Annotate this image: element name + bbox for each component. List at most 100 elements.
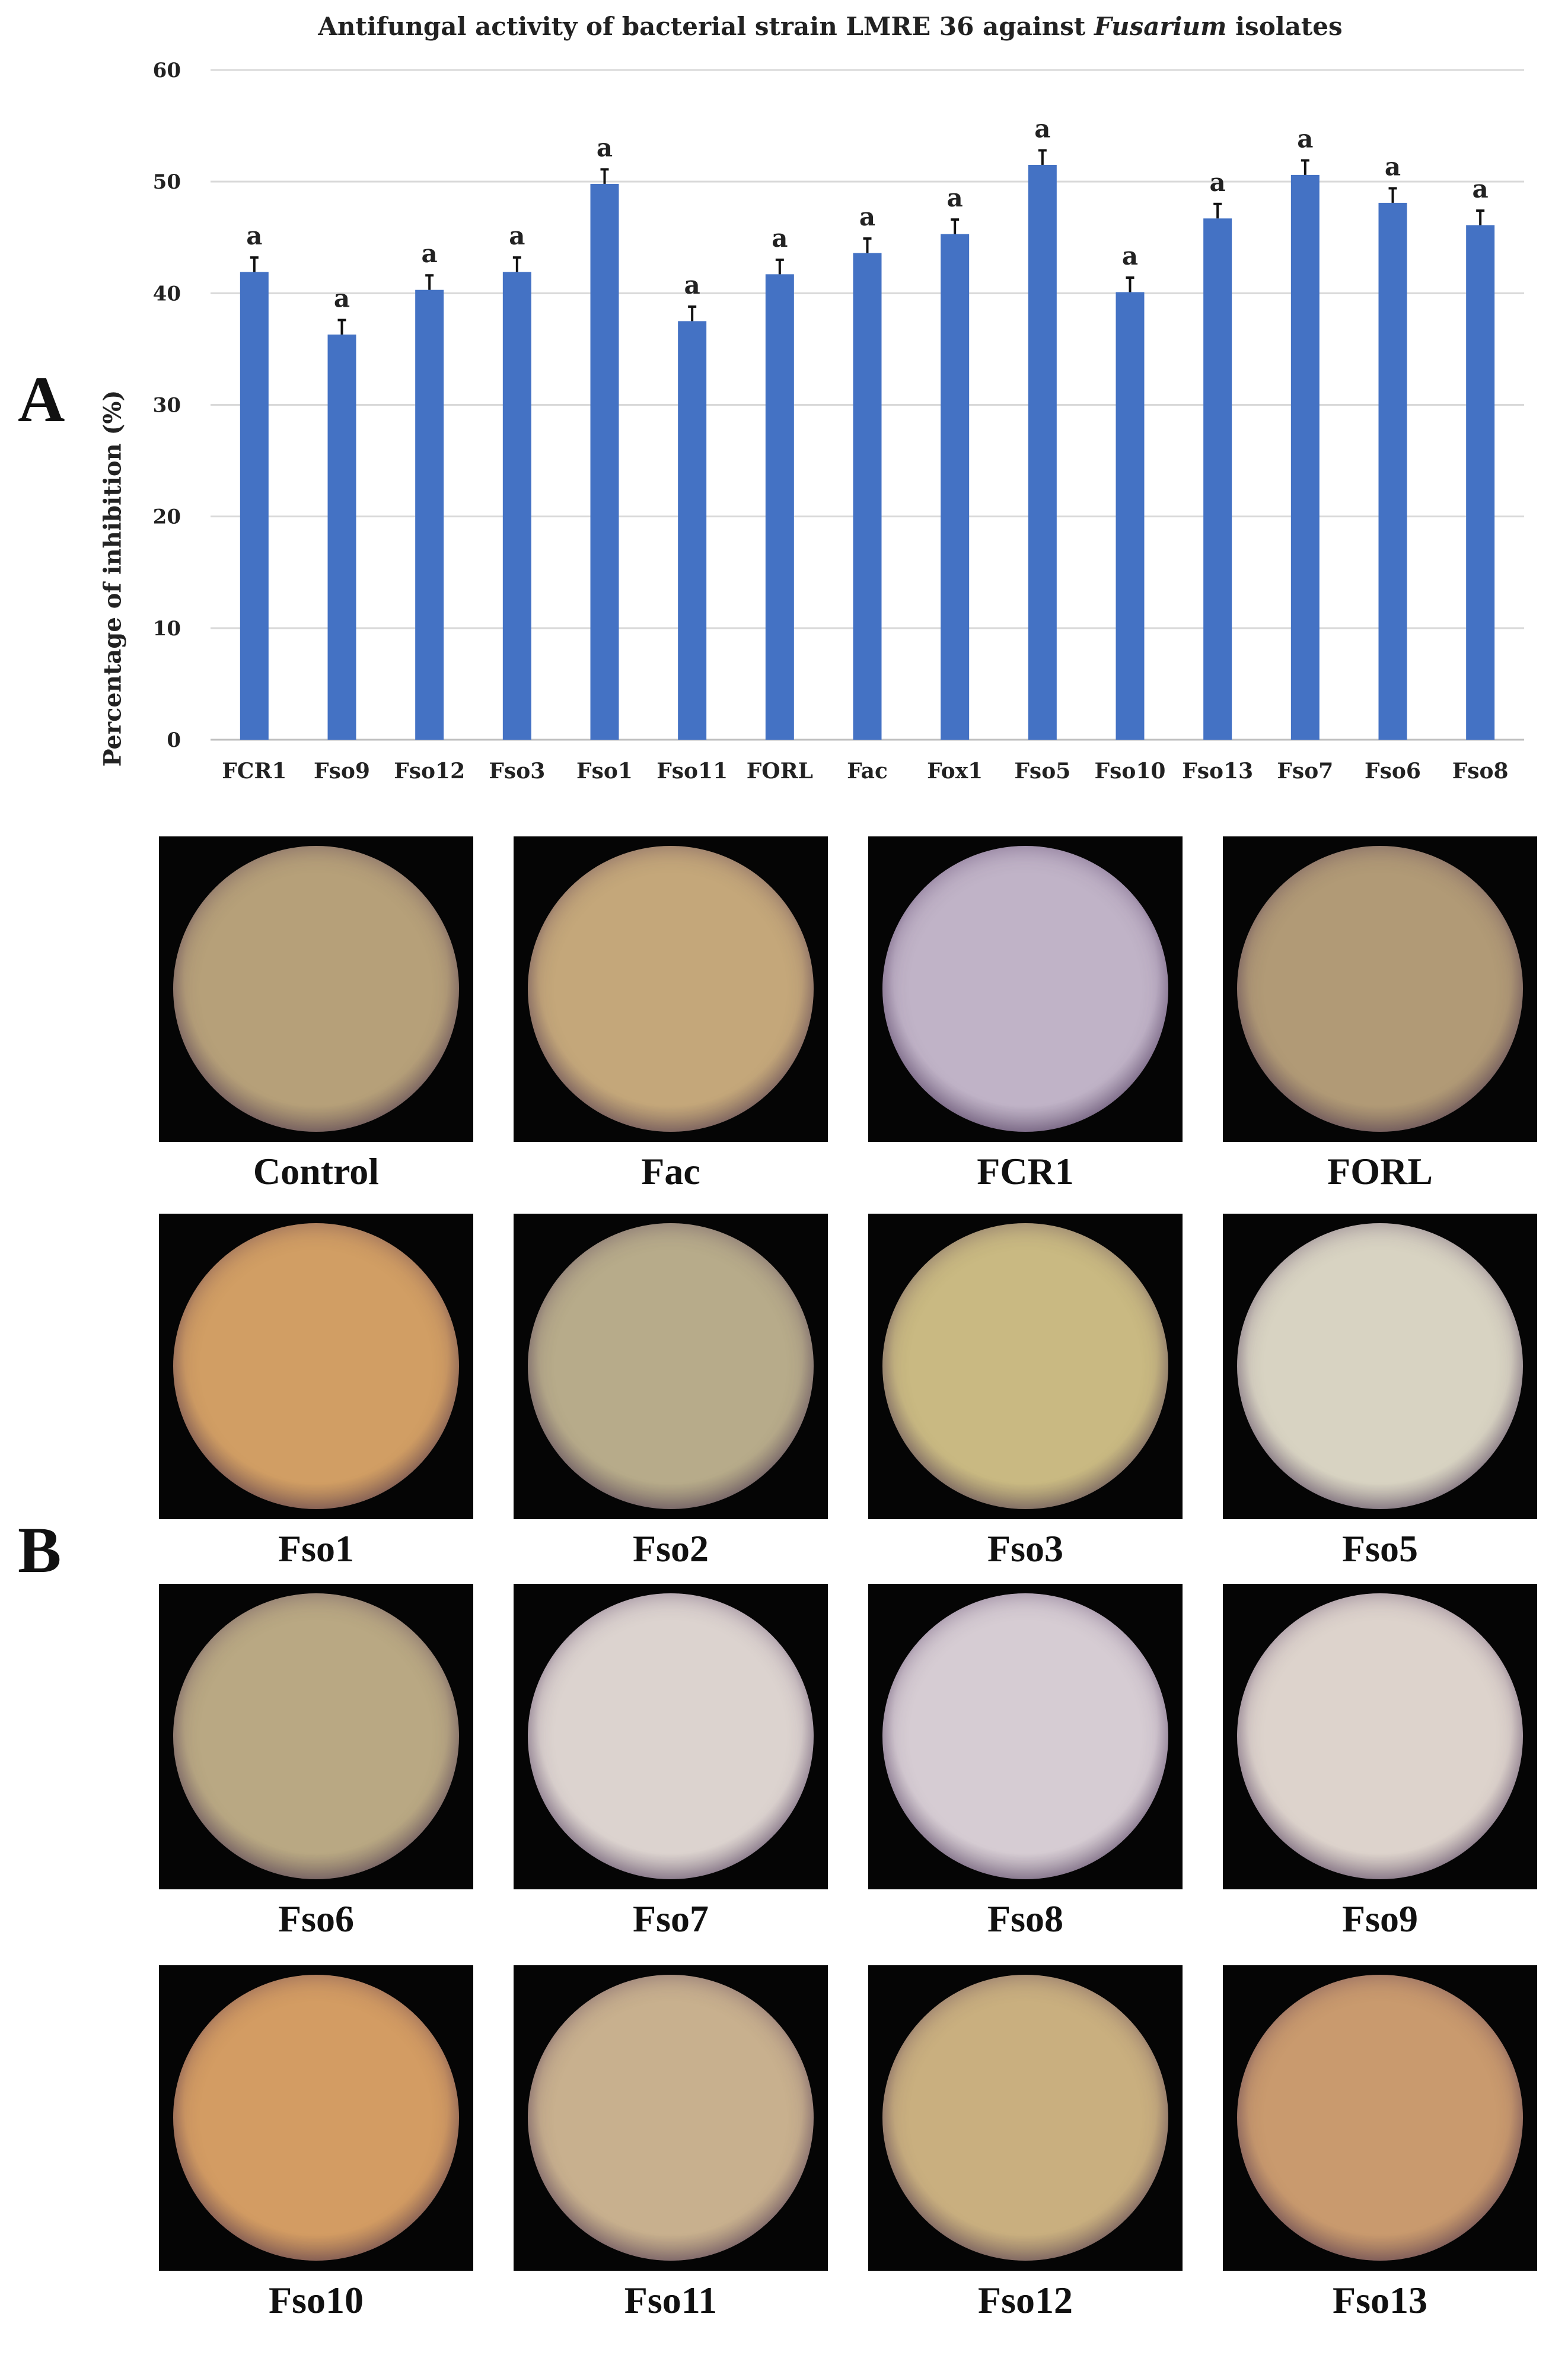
bar <box>327 334 356 740</box>
micrograph-label: Fso2 <box>633 1527 709 1570</box>
micrograph-field-of-view <box>173 1975 459 2261</box>
bar <box>502 272 531 740</box>
x-tick-label: Fso12 <box>394 759 465 784</box>
micrograph <box>514 1214 828 1519</box>
micrograph <box>1223 1584 1537 1889</box>
chart-title-part-2: isolates <box>1226 12 1343 41</box>
bar <box>853 253 882 740</box>
micrograph-field-of-view <box>1237 1975 1523 2261</box>
micrograph <box>868 1214 1183 1519</box>
micrograph-field-of-view <box>173 1593 459 1879</box>
bar <box>240 272 269 740</box>
micrograph-label: Control <box>253 1150 380 1192</box>
x-tick-label: Fso1 <box>576 759 633 784</box>
significance-letter: a <box>1210 168 1226 197</box>
micrograph-label: Fso7 <box>633 1898 709 1940</box>
x-tick-label: Fso11 <box>656 759 728 784</box>
x-tick-label: FCR1 <box>222 759 286 784</box>
micrograph <box>868 1584 1183 1889</box>
micrograph <box>1223 1965 1537 2271</box>
micrograph-label: Fso1 <box>278 1527 354 1570</box>
x-tick-label: Fso10 <box>1095 759 1166 784</box>
micrograph <box>159 1584 473 1889</box>
micrograph <box>159 1965 473 2271</box>
micrograph-field-of-view <box>882 1223 1168 1509</box>
significance-letter: a <box>334 284 350 313</box>
significance-letter: a <box>947 183 963 212</box>
micrograph <box>1223 1214 1537 1519</box>
panel-label-b: B <box>18 1514 62 1586</box>
bar <box>415 289 444 740</box>
micrograph-label: Fso10 <box>269 2279 364 2321</box>
micrograph-label: Fso3 <box>987 1527 1063 1570</box>
micrograph-field-of-view <box>528 1975 814 2261</box>
significance-letter: a <box>1297 124 1313 153</box>
micrograph <box>159 836 473 1142</box>
x-tick-label: Fso8 <box>1452 759 1509 784</box>
bar <box>1378 202 1407 740</box>
micrograph <box>159 1214 473 1519</box>
significance-letter: a <box>509 221 525 250</box>
micrograph-label: Fac <box>641 1150 700 1192</box>
bar <box>1290 174 1320 740</box>
micrograph <box>1223 836 1537 1142</box>
significance-letter: a <box>246 221 262 250</box>
x-tick-label: Fso7 <box>1277 759 1333 784</box>
micrograph-label: Fso11 <box>624 2279 718 2321</box>
micrograph-label: Fso6 <box>278 1898 354 1940</box>
y-tick-label: 40 <box>153 282 181 305</box>
significance-letter: a <box>1034 114 1050 143</box>
micrograph-label: FCR1 <box>977 1150 1074 1192</box>
bar <box>765 274 794 740</box>
micrograph-field-of-view <box>528 846 814 1132</box>
micrograph-field-of-view <box>528 1223 814 1509</box>
micrograph <box>868 1965 1183 2271</box>
micrograph-label: Fso13 <box>1333 2279 1427 2321</box>
micrograph-label: Fso8 <box>987 1898 1063 1940</box>
micrograph-field-of-view <box>882 1975 1168 2261</box>
micrograph-field-of-view <box>1237 1593 1523 1879</box>
y-tick-label: 50 <box>153 170 181 194</box>
micrograph-field-of-view <box>882 1593 1168 1879</box>
y-tick-label: 0 <box>167 728 181 752</box>
chart-title: Antifungal activity of bacterial strain … <box>148 12 1512 41</box>
bar <box>1203 218 1232 740</box>
micrograph-label: FORL <box>1327 1150 1433 1192</box>
micrograph-label: Fso5 <box>1342 1527 1418 1570</box>
micrograph-field-of-view <box>1237 1223 1523 1509</box>
micrograph <box>868 836 1183 1142</box>
y-tick-label: 60 <box>153 59 181 82</box>
x-tick-label: Fox1 <box>927 759 983 784</box>
bar <box>1466 225 1495 740</box>
panel-label-a: A <box>18 363 65 435</box>
bar-chart: 0 10 20 30 40 50 60 a FCR1 a Fso9 a Fso12 a Fso3 a Fso1 a… <box>153 59 1524 784</box>
x-tick-label: Fso3 <box>489 759 545 784</box>
bar <box>941 234 970 740</box>
significance-letter: a <box>422 239 438 268</box>
significance-letter: a <box>1473 174 1489 203</box>
micrograph-field-of-view <box>882 846 1168 1132</box>
micrograph <box>514 1965 828 2271</box>
y-tick-label: 30 <box>153 394 181 418</box>
significance-letter: a <box>1385 152 1401 181</box>
bar <box>1116 292 1145 740</box>
micrograph <box>514 1584 828 1889</box>
micrograph-field-of-view <box>173 846 459 1132</box>
y-tick-label: 10 <box>153 617 181 641</box>
significance-letter: a <box>684 270 700 300</box>
chart-title-italic-part: Fusarium <box>1094 12 1227 41</box>
x-tick-label: Fso9 <box>314 759 370 784</box>
micrograph-field-of-view <box>528 1593 814 1879</box>
micrograph-label: Fso9 <box>1342 1898 1418 1940</box>
micrograph-field-of-view <box>173 1223 459 1509</box>
bar <box>590 183 619 740</box>
y-tick-label: 20 <box>153 505 181 529</box>
chart-title-part-1: Antifungal activity of bacterial strain … <box>318 12 1094 41</box>
significance-letter: a <box>597 133 613 162</box>
x-tick-label: Fso6 <box>1365 759 1421 784</box>
bar <box>678 321 707 740</box>
significance-letter: a <box>772 224 788 253</box>
bar <box>1028 164 1057 740</box>
significance-letter: a <box>859 202 875 231</box>
micrograph <box>514 836 828 1142</box>
